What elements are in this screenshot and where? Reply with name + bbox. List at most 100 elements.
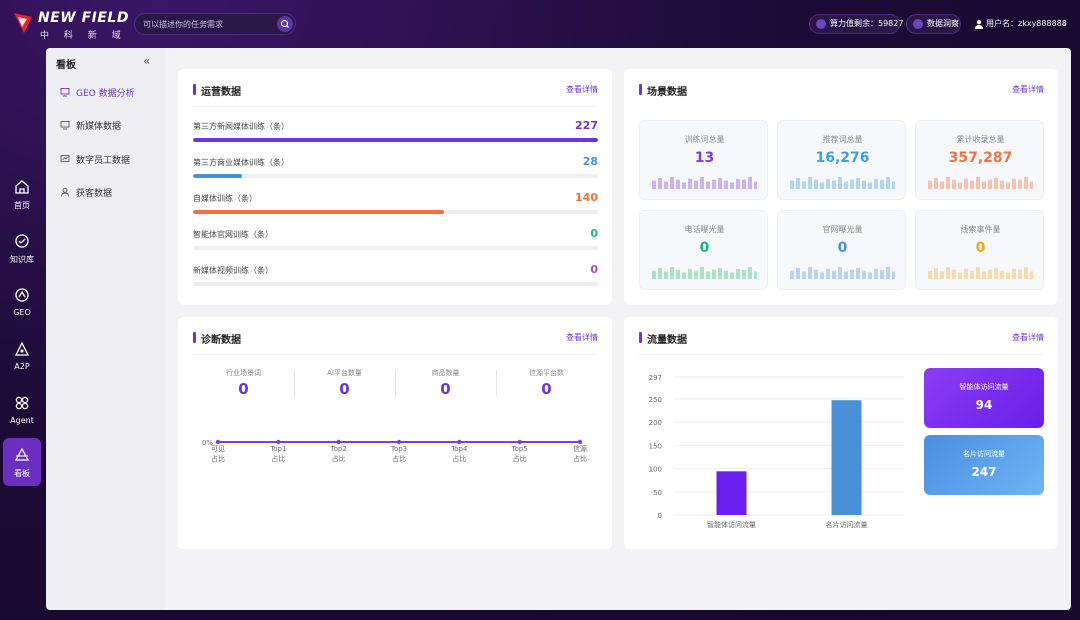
sparkline-bar: [682, 182, 686, 189]
operations-row-value: 28: [582, 155, 598, 168]
sparkline-bar: [1018, 269, 1022, 279]
sparkline-bar: [952, 269, 956, 279]
diagnostic-stat: 信源平台数 0: [496, 368, 597, 402]
chevron-down-icon: ⌄: [1060, 19, 1068, 29]
sparkline-bar: [748, 177, 752, 189]
rail-item-home[interactable]: 首页: [3, 170, 41, 218]
rail-item-dashboard[interactable]: 看板: [3, 438, 41, 486]
diagnostic-title: 诊断数据: [193, 331, 241, 346]
sparkline-bar: [928, 180, 932, 189]
rail-item-geo[interactable]: GEO: [3, 278, 41, 326]
sparkline-bar: [658, 177, 662, 189]
scene-tile-value: 0: [699, 240, 710, 256]
diagnostic-x-tick-sub: 占比: [513, 454, 527, 463]
rail-label-knowledge: 知识库: [10, 255, 34, 264]
scene-details-link[interactable]: 查看详情: [1012, 85, 1044, 94]
flow-x-tick: 名片访问流量: [826, 520, 868, 529]
screen-chart-icon: [60, 155, 70, 162]
scene-title: 场景数据: [639, 83, 687, 98]
search-input[interactable]: [143, 16, 271, 32]
agent-icon: [15, 396, 29, 410]
sparkline-bar: [1018, 179, 1022, 189]
sparkline-bar: [874, 268, 878, 279]
sparkline-bar: [676, 179, 680, 189]
diagnostic-details-link[interactable]: 查看详情: [566, 333, 598, 342]
sparkline-bar: [940, 271, 944, 279]
rail-item-agent[interactable]: Agent: [3, 386, 41, 434]
scene-tile-value: 13: [694, 150, 715, 166]
brand-logo[interactable]: NEW FIELD 中 科 新 域: [12, 9, 128, 41]
sparkline-bar: [838, 267, 842, 279]
card-flow-card[interactable]: 名片访问流量 247: [924, 435, 1044, 495]
sparkline-bar: [1006, 272, 1010, 279]
collapse-icon[interactable]: «: [143, 54, 151, 68]
sparkline-bar: [694, 180, 698, 189]
diagnostic-y-tick: 0%: [202, 439, 213, 447]
sub-nav-label-media: 新媒体数据: [76, 122, 122, 132]
agent-flow-value: 94: [975, 398, 993, 412]
sparkline-bar: [796, 177, 800, 189]
operations-details-link[interactable]: 查看详情: [566, 85, 598, 94]
sparkline-bar: [1000, 270, 1004, 279]
sparkline-bar: [700, 177, 704, 189]
scene-tile-value: 0: [975, 240, 986, 256]
diagnostic-point: [336, 439, 341, 445]
power-balance-pill[interactable]: 算力值剩余：59827: [809, 14, 903, 34]
scene-sparkline: [790, 267, 895, 279]
sparkline-bar: [964, 268, 968, 279]
diagnostic-card: 诊断数据 查看详情 行业场景词 0 AI平台数量 0 商品数量 0 信源平台数 0 0% 10%…: [178, 317, 612, 549]
diagnostic-point: [577, 439, 583, 445]
rail-label-geo: GEO: [13, 308, 31, 317]
scene-tile-label: 官网曝光量: [822, 225, 863, 234]
operations-row: 智能体官网训练（条） 0: [193, 227, 598, 259]
sub-nav-item-digital-staff[interactable]: 数字员工数据: [46, 147, 165, 171]
scene-tile-label: 累计收录总量: [956, 135, 1005, 144]
sparkline-bar: [742, 269, 746, 279]
diagnostic-x-tick-sub: 占比: [271, 454, 285, 463]
agent-flow-label: 智能体访问流量: [959, 383, 1009, 391]
sparkline-bar: [814, 269, 818, 279]
user-icon: [975, 20, 983, 29]
sparkline-bar: [886, 267, 890, 279]
sparkline-bar: [826, 178, 830, 189]
rail-item-knowledge[interactable]: 知识库: [3, 224, 41, 272]
scene-tile[interactable]: 电话曝光量 0: [639, 210, 768, 290]
sparkline-bar: [832, 180, 836, 189]
diagnostic-stat-value: 0: [339, 380, 350, 398]
diagnostic-x-tick: Top5: [511, 445, 528, 453]
sub-nav-item-media[interactable]: 新媒体数据: [46, 113, 165, 137]
geo-icon: [15, 288, 29, 302]
sparkline-bar: [976, 177, 980, 189]
diagnostic-x-tick-sub: 占比: [452, 454, 466, 463]
sparkline-bar: [940, 181, 944, 189]
sparkline-bar: [1006, 182, 1010, 189]
scene-tile[interactable]: 线索事件量 0: [915, 210, 1044, 290]
rail-label-a2p: A2P: [14, 362, 30, 371]
sparkline-bar: [790, 270, 794, 279]
user-menu[interactable]: 用户名：zkxy888888 ⌄: [970, 14, 1072, 34]
sparkline-bar: [808, 177, 812, 189]
scene-tile[interactable]: 累计收录总量 357,287: [915, 120, 1044, 200]
scene-tile[interactable]: 训练词总量 13: [639, 120, 768, 200]
rail-item-a2p[interactable]: A2P: [3, 332, 41, 380]
sub-nav-item-customers[interactable]: 获客数据: [46, 180, 165, 204]
agent-flow-card[interactable]: 智能体访问流量 94: [924, 368, 1044, 428]
scene-tile[interactable]: 官网曝光量 0: [777, 210, 906, 290]
flow-y-tick: 100: [649, 466, 662, 474]
flow-details-link[interactable]: 查看详情: [1012, 333, 1044, 342]
sub-nav-item-geo-analysis[interactable]: GEO 数据分析: [46, 80, 165, 104]
sparkline-bar: [706, 271, 710, 279]
diagnostic-point: [457, 439, 462, 445]
sparkline-bar: [994, 267, 998, 279]
sparkline-bar: [718, 177, 722, 189]
sparkline-bar: [748, 267, 752, 279]
sparkline-bar: [958, 272, 962, 279]
scene-tile[interactable]: 推荐词总量 16,276: [777, 120, 906, 200]
sparkline-bar: [706, 181, 710, 189]
operations-row: 第三方新闻媒体训练（条） 227: [193, 119, 598, 151]
data-insight-pill[interactable]: 数据洞察: [906, 14, 961, 34]
search-button[interactable]: [277, 16, 293, 32]
operations-row-label: 自媒体训练（条）: [193, 194, 257, 203]
flow-y-tick: 250: [649, 396, 662, 404]
sparkline-bar: [1012, 268, 1016, 279]
